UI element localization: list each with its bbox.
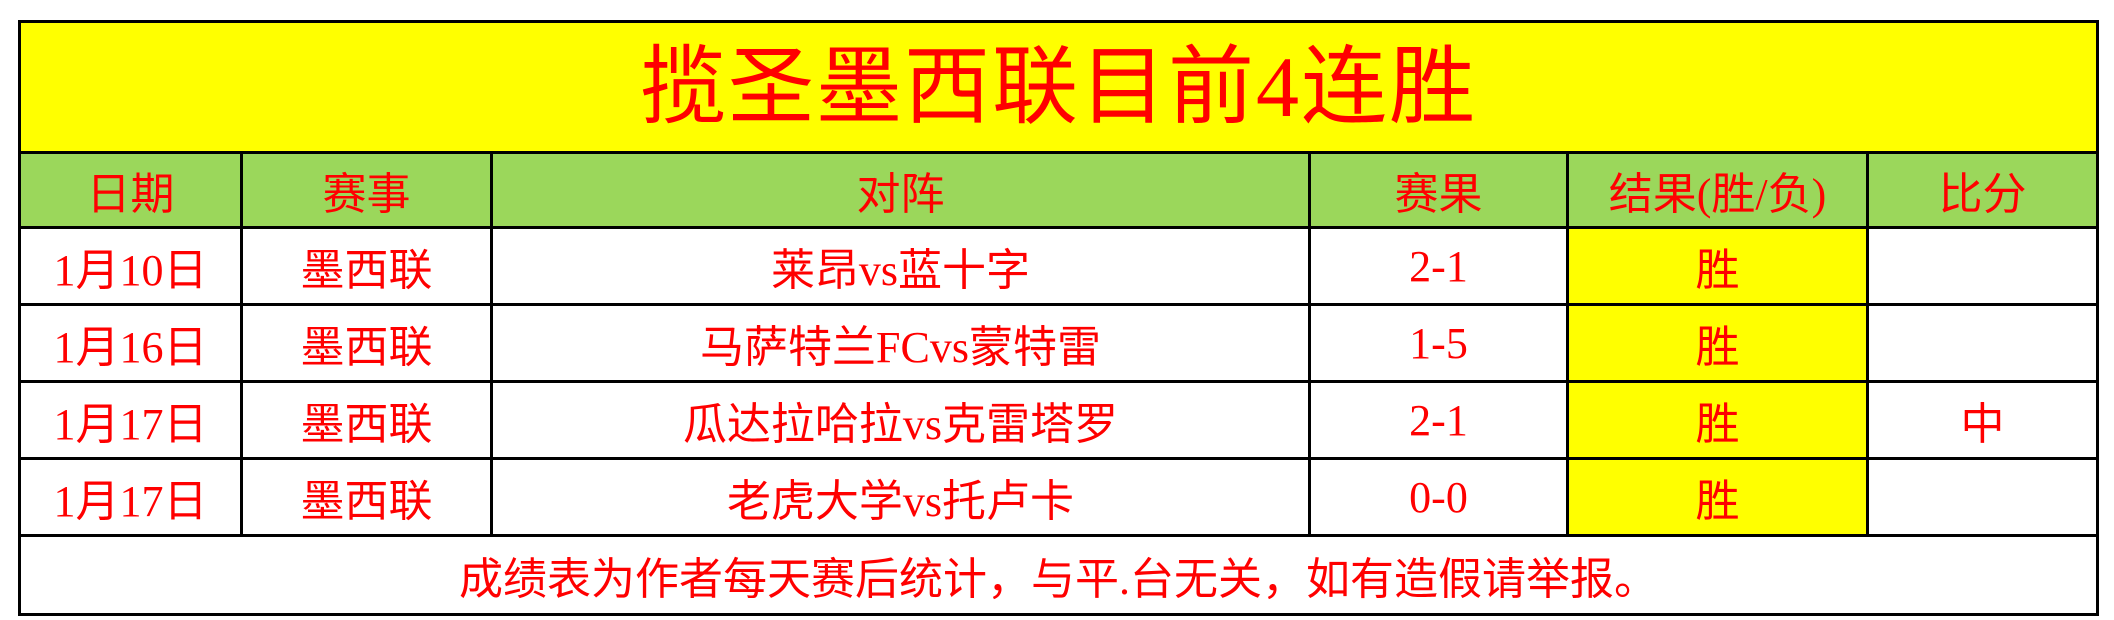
results-table: 揽圣墨西联目前4连胜 日期 赛事 对阵 赛果 结果(胜/负) 比分 1月10日 … [18,20,2099,616]
cell-score: 1-5 [1308,303,1569,383]
cell-score: 0-0 [1308,457,1569,537]
cell-result: 胜 [1566,226,1869,306]
disclaimer-note: 成绩表为作者每天赛后统计，与平.台无关，如有造假请举报。 [18,534,2099,616]
cell-points [1866,457,2099,537]
table-header-row: 日期 赛事 对阵 赛果 结果(胜/负) 比分 [18,151,2099,229]
cell-result: 胜 [1566,380,1869,460]
cell-points [1866,226,2099,306]
table-row: 1月10日 墨西联 莱昂vs蓝十字 2-1 胜 [18,226,2099,306]
column-header-result: 结果(胜/负) [1566,151,1869,229]
cell-league: 墨西联 [240,226,493,306]
cell-date: 1月16日 [18,303,243,383]
title-row: 揽圣墨西联目前4连胜 [18,20,2099,154]
cell-score: 2-1 [1308,226,1569,306]
column-header-points: 比分 [1866,151,2099,229]
page-title: 揽圣墨西联目前4连胜 [18,20,2099,154]
cell-result: 胜 [1566,457,1869,537]
cell-league: 墨西联 [240,380,493,460]
cell-matchup: 马萨特兰FCvs蒙特雷 [490,303,1311,383]
cell-matchup: 老虎大学vs托卢卡 [490,457,1311,537]
table-row: 1月16日 墨西联 马萨特兰FCvs蒙特雷 1-5 胜 [18,303,2099,383]
cell-date: 1月10日 [18,226,243,306]
column-header-score: 赛果 [1308,151,1569,229]
cell-date: 1月17日 [18,457,243,537]
cell-matchup: 莱昂vs蓝十字 [490,226,1311,306]
cell-points: 中 [1866,380,2099,460]
cell-score: 2-1 [1308,380,1569,460]
cell-matchup: 瓜达拉哈拉vs克雷塔罗 [490,380,1311,460]
column-header-date: 日期 [18,151,243,229]
footer-row: 成绩表为作者每天赛后统计，与平.台无关，如有造假请举报。 [18,534,2099,616]
table-row: 1月17日 墨西联 瓜达拉哈拉vs克雷塔罗 2-1 胜 中 [18,380,2099,460]
table-row: 1月17日 墨西联 老虎大学vs托卢卡 0-0 胜 [18,457,2099,537]
results-sheet: 揽圣墨西联目前4连胜 日期 赛事 对阵 赛果 结果(胜/负) 比分 1月10日 … [18,20,2099,616]
column-header-league: 赛事 [240,151,493,229]
cell-points [1866,303,2099,383]
cell-result: 胜 [1566,303,1869,383]
cell-league: 墨西联 [240,457,493,537]
column-header-matchup: 对阵 [490,151,1311,229]
cell-date: 1月17日 [18,380,243,460]
cell-league: 墨西联 [240,303,493,383]
